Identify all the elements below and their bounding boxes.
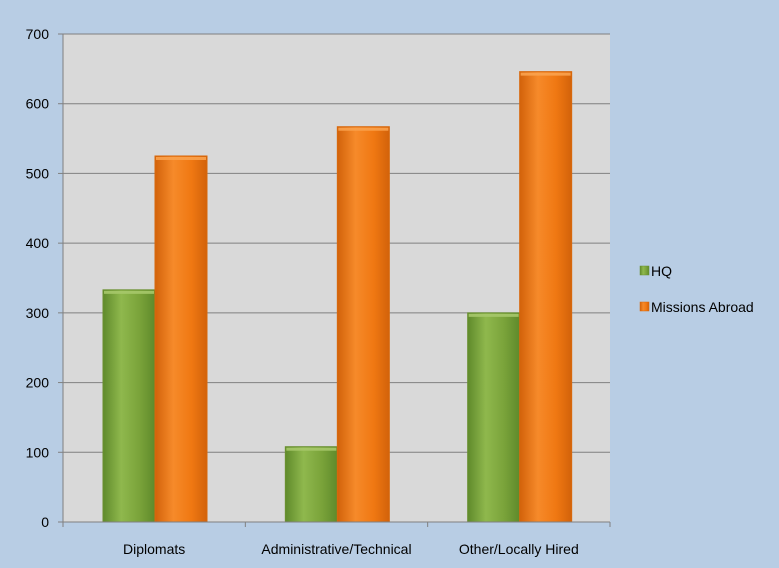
- bar-missions-abroad-0: [154, 155, 208, 523]
- bar-missions-abroad-1: [336, 126, 390, 523]
- y-tick-label: 200: [26, 375, 50, 391]
- x-category-label: Other/Locally Hired: [459, 541, 579, 557]
- axes: [58, 33, 611, 527]
- y-tick-label: 100: [26, 444, 50, 460]
- x-category-labels: Diplomats Administrative/Technical Other/L…: [123, 541, 579, 557]
- y-tick-label: 600: [26, 96, 50, 112]
- bar-cap: [156, 157, 206, 160]
- bar-hq-1: [284, 446, 338, 523]
- bar-hq-0: [102, 289, 156, 523]
- bars: [102, 71, 573, 523]
- legend-label: HQ: [651, 263, 672, 279]
- bar-cap: [468, 313, 519, 317]
- x-category-label: Administrative/Technical: [261, 541, 411, 557]
- y-tick-label: 400: [26, 235, 50, 251]
- y-tick-label: 0: [41, 514, 49, 530]
- legend-swatch-hq: [639, 265, 650, 276]
- bar-cap: [520, 72, 571, 76]
- bar-cap: [286, 447, 337, 451]
- bar-hq-2: [467, 312, 521, 523]
- y-tick-label: 300: [26, 305, 50, 321]
- y-tick-labels: 0 100 200 300 400 500 600 700: [26, 26, 50, 530]
- y-tick-label: 500: [26, 165, 50, 181]
- bar-cap: [338, 127, 389, 131]
- y-tick-label: 700: [26, 26, 50, 42]
- x-category-label: Diplomats: [123, 541, 185, 557]
- legend-swatch-missions-abroad: [639, 301, 650, 312]
- legend-label: Missions Abroad: [651, 299, 754, 315]
- legend: HQ Missions Abroad: [639, 263, 754, 315]
- bar-cap: [104, 290, 154, 294]
- bar-missions-abroad-2: [519, 71, 573, 523]
